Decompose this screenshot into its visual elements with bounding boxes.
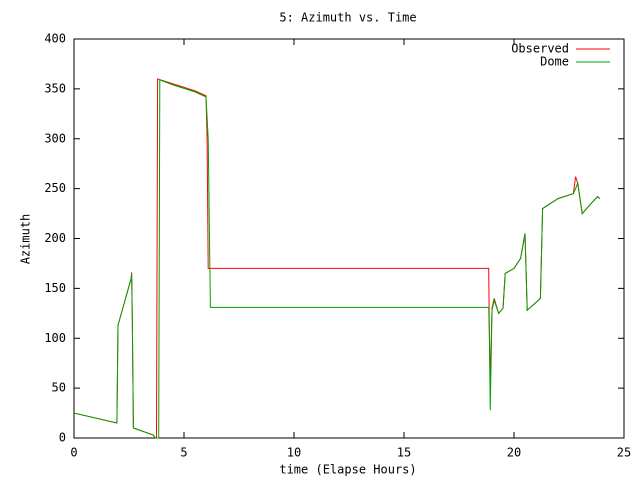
y-tick-label: 0 [59,431,66,445]
chart-title: 5: Azimuth vs. Time [279,11,416,25]
y-tick-label: 400 [44,32,66,46]
x-axis-label: time (Elapse Hours) [279,463,416,477]
y-tick-label: 150 [44,281,66,295]
y-axis-label: Azimuth [19,214,33,265]
y-tick-label: 50 [52,381,66,395]
x-tick-label: 15 [397,446,411,460]
data-line [73,79,601,439]
y-tick-label: 250 [44,181,66,195]
x-tick-label: 20 [507,446,521,460]
y-tick-label: 350 [44,81,66,95]
x-tick-label: 25 [617,446,631,460]
y-tick-label: 300 [44,131,66,145]
y-tick-label: 100 [44,331,66,345]
y-tick-label: 200 [44,231,66,245]
x-tick-label: 0 [70,446,77,460]
legend-label: Observed [511,42,569,56]
x-tick-label: 10 [287,446,301,460]
legend-label: Dome [540,55,569,69]
x-tick-label: 5 [180,446,187,460]
